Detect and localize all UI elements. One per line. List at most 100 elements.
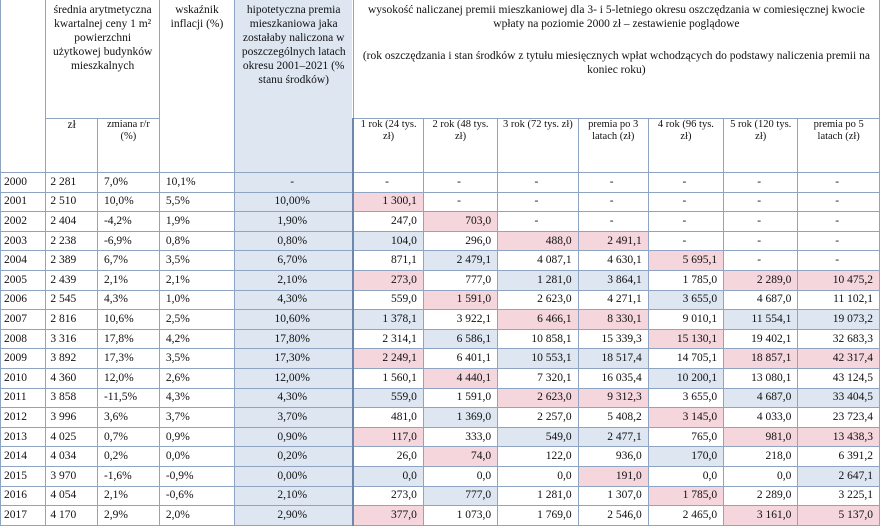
inflation-cell: 4,3% <box>158 387 236 409</box>
premium-cell: 3 161,0 <box>723 505 799 526</box>
premium-cell: 2 647,1 <box>797 465 880 487</box>
col-header-1-rok: 1 rok (24 tys. zł) <box>352 118 424 173</box>
premium-cell: - <box>647 172 725 193</box>
premium-cell: 559,0 <box>352 387 424 409</box>
table-row: 2007 2 816 10,6% 2,5% 10,60% 1 378,1 3 922,1 6 … <box>0 309 880 330</box>
table-row: 2016 4 054 2,1% -0,6% 2,10% 273,0 777,0 1 281,0… <box>0 485 880 507</box>
premium-cell: 2 477,1 <box>577 426 649 448</box>
year-cell: 2005 <box>0 269 47 291</box>
premium-cell: 3 225,1 <box>797 485 880 507</box>
premium-cell: 1 307,0 <box>577 485 649 507</box>
price-change-cell: 6,7% <box>96 250 160 271</box>
price-change-cell: 10,6% <box>96 309 160 330</box>
price-change-cell: -6,9% <box>96 230 160 252</box>
price-cell: 2 389 <box>45 250 98 271</box>
premium-cell: 4 033,0 <box>723 407 799 428</box>
premium-cell: 377,0 <box>352 505 424 526</box>
table-row: 2009 3 892 17,3% 3,5% 17,30% 2 249,1 6 401,1 10… <box>0 348 880 369</box>
hypothetical-premium-cell: 12,00% <box>234 367 354 389</box>
hypothetical-premium-cell: 17,30% <box>234 348 354 369</box>
year-cell: 2011 <box>0 387 47 409</box>
price-cell: 4 034 <box>45 446 98 467</box>
premium-cell: - <box>497 172 579 193</box>
premium-cell: 703,0 <box>422 211 499 232</box>
premium-cell: - <box>647 191 725 213</box>
premium-cell: 191,0 <box>577 465 649 487</box>
premium-cell: - <box>797 250 880 271</box>
table-row: 2017 4 170 2,9% 2,0% 2,90% 377,0 1 073,0 1 769,… <box>0 505 880 526</box>
col-header-5-rok: 5 rok (120 tys. zł) <box>723 118 799 173</box>
premium-cell: 1 073,0 <box>422 505 499 526</box>
price-change-cell: 7,0% <box>96 172 160 193</box>
table-row: 2003 2 238 -6,9% 0,8% 0,80% 104,0 296,0 488,0 2 … <box>0 230 880 252</box>
premium-cell: 273,0 <box>352 269 424 291</box>
premium-cell: 1 369,0 <box>422 407 499 428</box>
premium-cell: 2 623,0 <box>497 387 579 409</box>
premium-cell: 0,0 <box>647 465 725 487</box>
hypothetical-premium-cell: 0,90% <box>234 426 354 448</box>
price-change-cell: 2,1% <box>96 485 160 507</box>
premium-cell: - <box>352 172 424 193</box>
year-cell: 2000 <box>0 172 47 193</box>
premium-cell: 10 553,1 <box>497 348 579 369</box>
premium-cell: - <box>723 172 799 193</box>
premium-cell: 32 683,3 <box>797 328 880 350</box>
premium-cell: - <box>723 191 799 213</box>
premium-cell: 333,0 <box>422 426 499 448</box>
inflation-cell: 2,1% <box>158 269 236 291</box>
premium-cell: 1 281,0 <box>497 269 579 291</box>
premium-cell: 16 035,4 <box>577 367 649 389</box>
premium-cell: 13 080,1 <box>723 367 799 389</box>
premium-cell: 3 655,0 <box>647 289 725 311</box>
premium-cell: 2 289,0 <box>723 485 799 507</box>
premium-cell: - <box>577 191 649 213</box>
avg-price-header: średnia arytmetyczna kwartalnej ceny 1 m… <box>45 0 160 119</box>
premium-cell: - <box>723 250 799 271</box>
price-change-cell: 3,6% <box>96 407 160 428</box>
premium-cell: 15 130,1 <box>647 328 725 350</box>
premium-cell: 2 249,1 <box>352 348 424 369</box>
year-cell: 2009 <box>0 348 47 369</box>
table-row: 2014 4 034 0,2% 0,0% 0,20% 26,0 74,0 122,0 936,0… <box>0 446 880 467</box>
premium-cell: 1 769,0 <box>497 505 579 526</box>
price-zl-header: zł <box>45 118 98 173</box>
inflation-cell: 3,5% <box>158 250 236 271</box>
price-cell: 3 316 <box>45 328 98 350</box>
premium-cell: 5 695,1 <box>647 250 725 271</box>
premium-cell: 11 554,1 <box>723 309 799 330</box>
premium-cell: - <box>497 211 579 232</box>
hypothetical-premium-cell: 0,20% <box>234 446 354 467</box>
price-cell: 2 510 <box>45 191 98 213</box>
premium-cell: 8 330,1 <box>577 309 649 330</box>
year-cell: 2008 <box>0 328 47 350</box>
premium-cell: 10 200,1 <box>647 367 725 389</box>
price-cell: 2 238 <box>45 230 98 252</box>
premium-cell: 74,0 <box>422 446 499 467</box>
premium-cell: 3 145,0 <box>647 407 725 428</box>
premium-cell: 15 339,3 <box>577 328 649 350</box>
year-cell: 2006 <box>0 289 47 311</box>
price-cell: 3 970 <box>45 465 98 487</box>
table-row: 2001 2 510 10,0% 5,5% 10,00% 1 300,1- - - - - - <box>0 191 880 213</box>
premium-cell: 777,0 <box>422 269 499 291</box>
col-header-premia-5: premia po 5 latach (zł) <box>797 118 880 173</box>
inflation-cell: 0,8% <box>158 230 236 252</box>
hypothetical-premium-cell: 0,80% <box>234 230 354 252</box>
premium-cell: 2 257,0 <box>497 407 579 428</box>
premium-cell: - <box>797 172 880 193</box>
premium-cell: - <box>577 211 649 232</box>
price-change-cell: 2,1% <box>96 269 160 291</box>
premium-cell: 6 391,2 <box>797 446 880 467</box>
price-change-cell: 17,8% <box>96 328 160 350</box>
premium-cell: 273,0 <box>352 485 424 507</box>
premium-cell: 13 438,3 <box>797 426 880 448</box>
premium-cell: 0,0 <box>352 465 424 487</box>
table-row: 2008 3 316 17,8% 4,2% 17,80% 2 314,1 6 586,1 10… <box>0 328 880 350</box>
table-row: 2012 3 996 3,6% 3,7% 3,70% 481,0 1 369,0 2 257,… <box>0 407 880 428</box>
inflation-cell: 10,1% <box>158 172 236 193</box>
premium-cell: 4 687,0 <box>723 289 799 311</box>
year-cell: 2015 <box>0 465 47 487</box>
hypothetical-premium-cell: 10,00% <box>234 191 354 213</box>
inflation-cell: 1,0% <box>158 289 236 311</box>
inflation-cell: 3,7% <box>158 407 236 428</box>
